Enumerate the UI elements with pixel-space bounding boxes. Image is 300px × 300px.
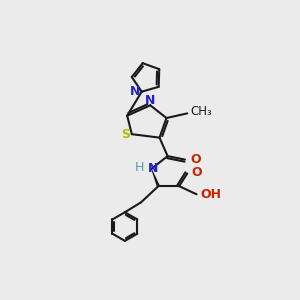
Text: N: N: [148, 162, 158, 175]
Polygon shape: [151, 169, 160, 187]
Text: H: H: [135, 161, 144, 174]
Text: OH: OH: [200, 188, 221, 201]
Text: S: S: [121, 128, 130, 141]
Text: CH₃: CH₃: [190, 105, 212, 118]
Text: N: N: [130, 85, 140, 98]
Text: O: O: [190, 153, 201, 166]
Text: O: O: [191, 166, 202, 179]
Text: N: N: [145, 94, 155, 107]
